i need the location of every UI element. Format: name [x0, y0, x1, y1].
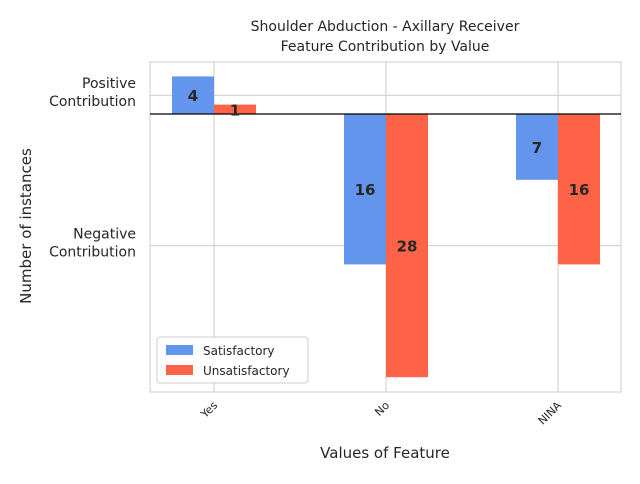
y-tick-label-1-line-0: Negative	[73, 227, 136, 243]
y-tick-label-1-line-1: Contribution	[49, 245, 136, 261]
bar-label-unsatisfactory-nina: 16	[569, 181, 590, 199]
bar-unsatisfactory-yes	[214, 104, 256, 114]
bar-unsatisfactory-nina	[558, 114, 600, 265]
bar-satisfactory-yes	[172, 76, 214, 114]
bar-value-labels: 4 16 7 1 28 16	[188, 87, 590, 255]
legend-frame	[156, 336, 309, 384]
bar-label-satisfactory-yes: 4	[188, 87, 198, 105]
legend: Satisfactory Unsatisfactory	[156, 336, 309, 384]
y-axis-label: Number of instances	[17, 148, 35, 304]
x-axis-label: Values of Feature	[320, 444, 450, 462]
chart-title-line-1: Shoulder Abduction - Axillary Receiver	[251, 19, 520, 35]
bar-satisfactory-no	[344, 114, 386, 265]
legend-label-satisfactory: Satisfactory	[203, 344, 275, 358]
bar-label-unsatisfactory-yes: 1	[230, 101, 240, 119]
legend-swatch-unsatisfactory	[166, 365, 193, 375]
y-tick-labels: Positive Contribution Negative Contribution	[49, 76, 136, 260]
legend-label-unsatisfactory: Unsatisfactory	[203, 364, 290, 378]
y-tick-label-0-line-0: Positive	[82, 76, 136, 92]
plot-frame	[149, 61, 622, 393]
bar-unsatisfactory-no	[386, 114, 428, 378]
bar-label-satisfactory-nina: 7	[532, 139, 542, 157]
bars	[172, 76, 600, 378]
bar-satisfactory-nina	[516, 114, 558, 180]
legend-swatch-satisfactory	[166, 345, 193, 355]
y-tick-label-0-line-1: Contribution	[49, 94, 136, 110]
bar-label-satisfactory-no: 16	[355, 181, 376, 199]
chart-title-line-2: Feature Contribution by Value	[281, 39, 490, 55]
bar-label-unsatisfactory-no: 28	[397, 238, 418, 256]
